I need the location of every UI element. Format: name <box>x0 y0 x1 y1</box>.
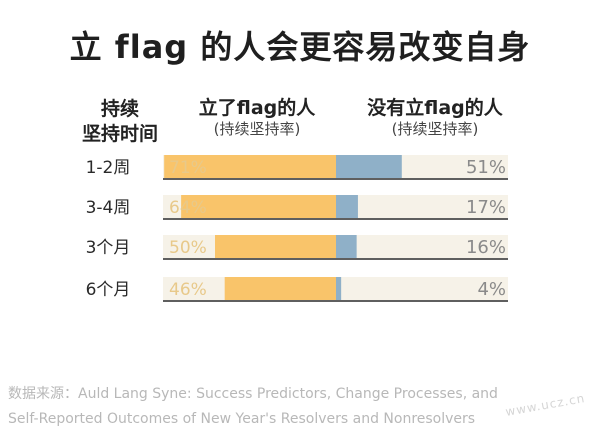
category-label: 3个月 <box>86 238 131 258</box>
noflag-header-subtitle: (持续坚持率) <box>391 120 479 138</box>
flag-bar <box>224 277 336 300</box>
noflag-column-header: 没有立flag的人 (持续坚持率) <box>340 97 530 139</box>
flag-value-label: 46% <box>169 280 207 300</box>
flag-value-label: 50% <box>169 238 207 258</box>
flag-column-header: 立了flag的人 (持续坚持率) <box>172 97 342 139</box>
flag-header-subtitle: (持续坚持率) <box>213 120 301 138</box>
duration-header-line1: 持续 <box>100 98 139 120</box>
source-line-1: 数据来源：Auld Lang Syne: Success Predictors,… <box>8 386 498 402</box>
noflag-value-label: 4% <box>477 279 506 300</box>
category-label: 3-4周 <box>86 198 131 218</box>
noflag-bar <box>336 195 358 218</box>
flag-value-label: 71% <box>169 158 207 178</box>
noflag-bar <box>336 155 402 178</box>
noflag-bar <box>336 277 342 300</box>
flag-bar <box>164 155 336 178</box>
category-label: 1-2周 <box>86 158 131 178</box>
noflag-bar <box>336 235 357 258</box>
flag-bar <box>215 235 336 258</box>
flag-bar <box>181 195 336 218</box>
source-line-2: Self-Reported Outcomes of New Year's Res… <box>8 411 476 427</box>
duration-header-line2: 坚持时间 <box>81 123 158 145</box>
noflag-header-title: 没有立flag的人 <box>367 97 503 119</box>
noflag-value-label: 17% <box>466 197 506 218</box>
flag-header-title: 立了flag的人 <box>198 97 316 119</box>
flag-value-label: 64% <box>169 198 207 218</box>
duration-header: 持续 坚持时间 <box>50 97 190 147</box>
noflag-value-label: 51% <box>466 157 506 178</box>
data-source-note: 数据来源：Auld Lang Syne: Success Predictors,… <box>8 382 598 432</box>
noflag-value-label: 16% <box>466 237 506 258</box>
chart-title: 立 flag 的人会更容易改变自身 <box>69 28 531 66</box>
category-label: 6个月 <box>86 280 131 300</box>
